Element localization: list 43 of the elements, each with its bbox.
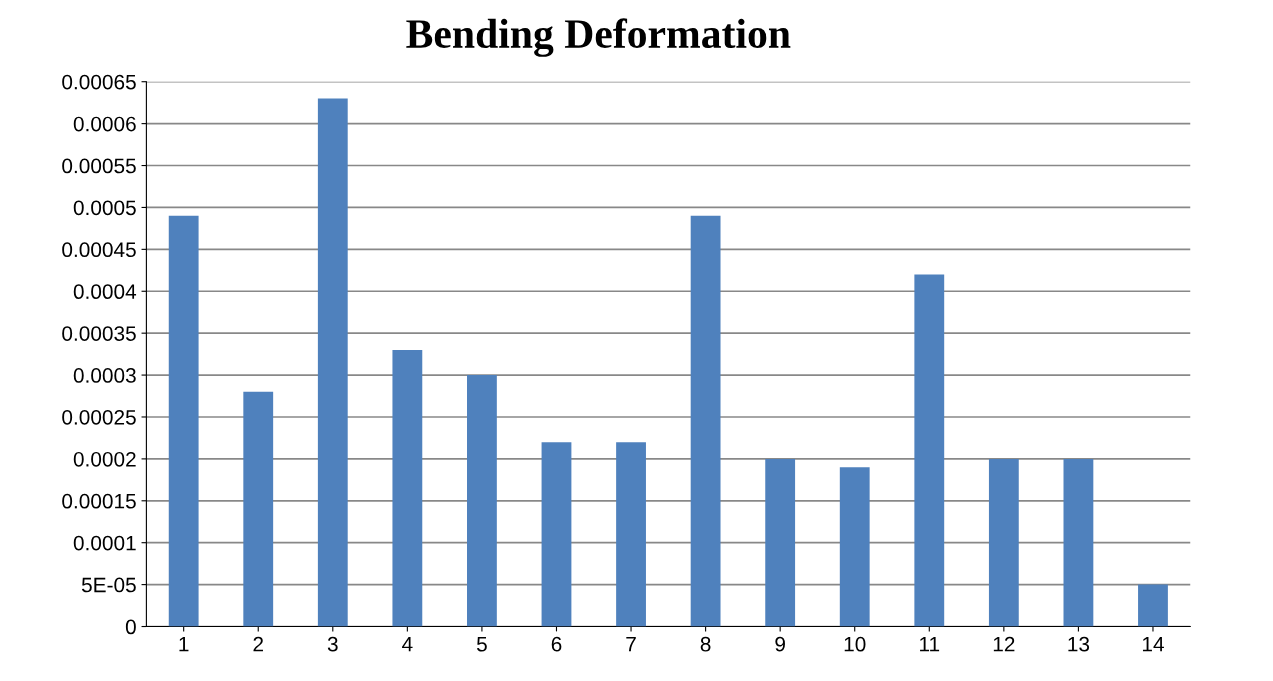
bar	[1063, 458, 1094, 627]
bar	[690, 215, 721, 627]
y-tick-label: 0.0005	[73, 200, 136, 216]
y-tick-label: 0.0002	[73, 451, 136, 467]
y-tick-label: 0.00055	[62, 158, 136, 174]
x-tick-label: 13	[1068, 636, 1090, 652]
x-tick-label: 3	[327, 636, 338, 652]
x-tick-label: 10	[844, 636, 866, 652]
x-tick-label: 11	[920, 637, 940, 652]
y-tick-label: 0.00065	[62, 74, 136, 90]
y-tick-label: 0.0001	[73, 535, 136, 551]
y-tick-label: 0.0004	[73, 284, 137, 300]
x-tick-label: 8	[700, 636, 711, 652]
x-tick-label: 9	[775, 636, 785, 652]
bar	[541, 442, 572, 627]
bar	[243, 391, 274, 627]
y-tick-label: 0.00045	[62, 242, 136, 258]
x-tick-label: 6	[551, 636, 562, 652]
y-tick-label: 0.0003	[73, 368, 136, 383]
y-tick-label: 0.00015	[62, 493, 136, 509]
y-tick-label: 0.00035	[62, 326, 136, 341]
x-tick-label: 2	[253, 636, 263, 652]
x-tick-label: 1	[179, 637, 189, 652]
x-tick-label: 7	[626, 637, 636, 652]
y-tick-label: 0.00025	[62, 409, 136, 425]
x-tick-label: 4	[402, 637, 413, 652]
x-tick-label: 14	[1142, 637, 1164, 652]
bar	[392, 349, 423, 627]
y-tick-label: 5E-05	[81, 577, 136, 593]
bar	[1138, 584, 1168, 627]
x-tick-label: 12	[993, 636, 1015, 652]
bar	[765, 458, 796, 627]
bar	[317, 98, 348, 627]
bar	[988, 458, 1019, 627]
y-tick-label: 0	[125, 619, 136, 635]
x-tick-label: 5	[476, 637, 487, 652]
y-tick-label: 0.0006	[73, 116, 136, 132]
bar	[168, 215, 199, 627]
bar	[467, 375, 497, 627]
bar	[914, 274, 945, 627]
chart-title: Bending Deformation	[406, 18, 791, 57]
bar	[616, 442, 646, 627]
bar	[839, 467, 870, 627]
